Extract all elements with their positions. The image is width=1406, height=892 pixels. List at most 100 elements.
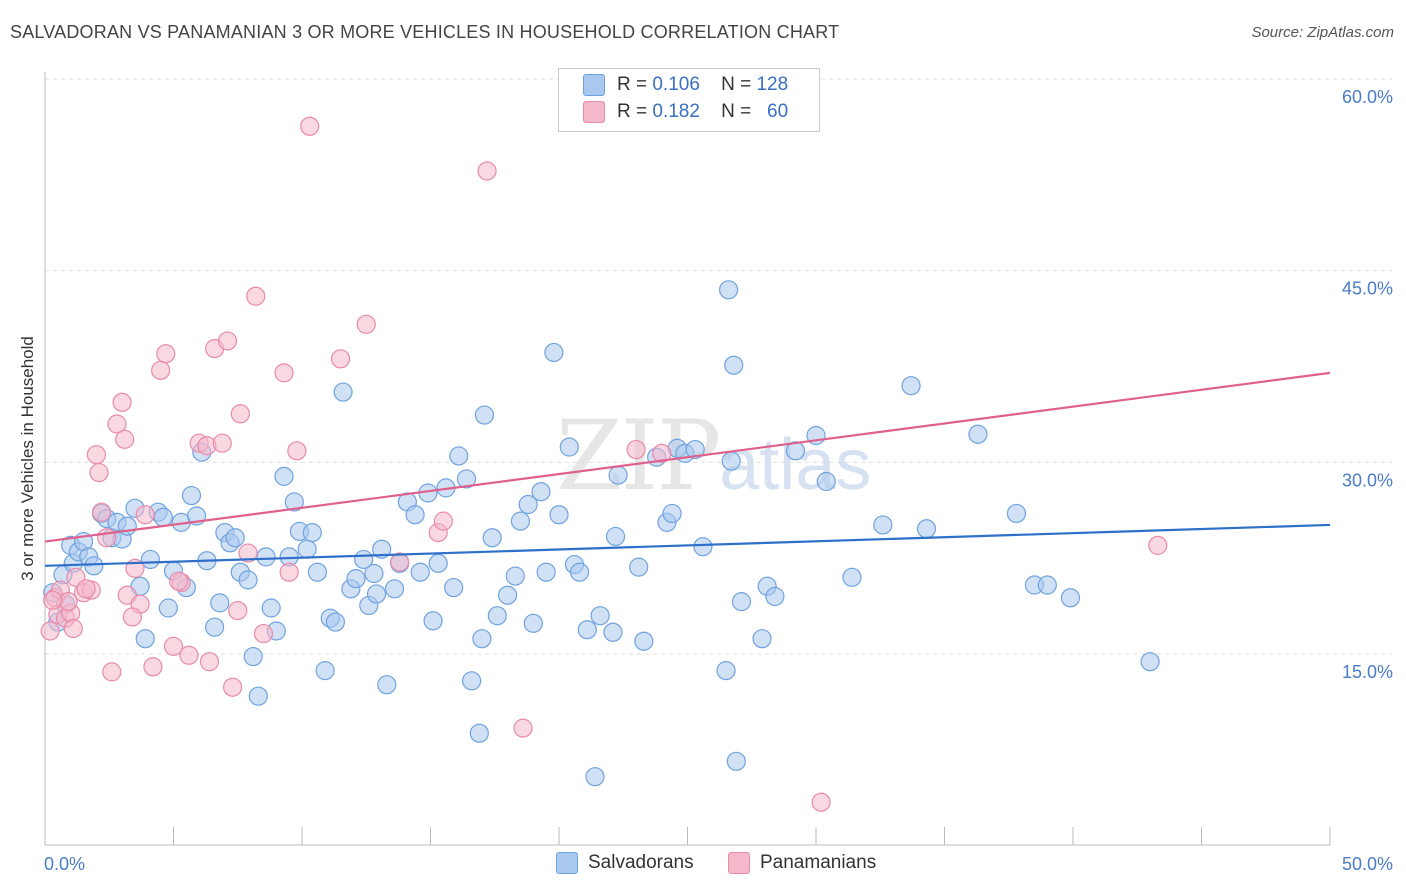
data-point bbox=[811, 792, 831, 812]
data-point bbox=[274, 363, 294, 383]
data-point bbox=[205, 617, 225, 637]
data-point bbox=[140, 549, 160, 570]
data-point bbox=[84, 556, 104, 576]
data-point bbox=[693, 537, 713, 557]
stats-legend: R = 0.106 N = 128 R = 0.182 N = 60 bbox=[558, 68, 820, 132]
legend-n-label: N = bbox=[721, 101, 752, 123]
data-point bbox=[433, 511, 453, 531]
data-point bbox=[179, 645, 199, 665]
data-point bbox=[518, 494, 538, 515]
y-tick-label: 15.0% bbox=[1342, 662, 1393, 682]
data-point bbox=[300, 116, 320, 136]
data-point bbox=[225, 528, 245, 548]
data-point bbox=[603, 622, 623, 642]
data-point bbox=[246, 286, 266, 306]
data-point bbox=[513, 718, 533, 738]
data-point bbox=[212, 433, 232, 453]
data-point bbox=[536, 562, 556, 582]
data-point bbox=[816, 471, 836, 492]
data-point bbox=[135, 505, 155, 525]
data-point bbox=[366, 584, 387, 604]
data-point bbox=[372, 539, 392, 559]
data-point bbox=[752, 629, 772, 649]
data-point bbox=[726, 751, 746, 771]
x-tick-label: 0.0% bbox=[44, 854, 85, 874]
legend-row-panamanians: R = 0.182 N = 60 bbox=[583, 101, 788, 127]
data-point bbox=[228, 600, 248, 621]
data-point bbox=[444, 577, 464, 598]
data-point bbox=[1140, 652, 1160, 672]
y-tick-label: 45.0% bbox=[1342, 279, 1393, 299]
data-point bbox=[122, 607, 142, 627]
data-point bbox=[842, 567, 862, 587]
y-axis-label: 3 or more Vehicles in Household bbox=[18, 336, 37, 581]
bottom-legend-label: Panamanians bbox=[760, 852, 877, 874]
data-point bbox=[199, 652, 220, 672]
data-point bbox=[135, 629, 155, 649]
data-point bbox=[456, 469, 477, 489]
data-point bbox=[719, 280, 739, 300]
data-point bbox=[115, 429, 135, 449]
data-point bbox=[474, 405, 495, 425]
data-point bbox=[261, 598, 281, 618]
data-point bbox=[549, 505, 569, 525]
data-point bbox=[210, 593, 230, 613]
legend-r-label: R = bbox=[617, 74, 648, 96]
data-point bbox=[731, 592, 752, 612]
x-tick-label: 50.0% bbox=[1342, 854, 1393, 874]
bottom-legend-panamanians: Panamanians bbox=[728, 852, 876, 874]
data-point bbox=[287, 441, 307, 461]
chart-title: SALVADORAN VS PANAMANIAN 3 OR MORE VEHIC… bbox=[10, 22, 840, 42]
data-point bbox=[230, 404, 250, 424]
legend-r-label: R = bbox=[617, 101, 648, 123]
data-point bbox=[410, 562, 430, 582]
trend-line bbox=[44, 371, 1331, 543]
data-point bbox=[662, 503, 682, 524]
data-point bbox=[330, 349, 351, 369]
data-point bbox=[652, 443, 672, 463]
data-point bbox=[968, 424, 988, 444]
bottom-legend-salvadorans: Salvadorans bbox=[556, 852, 694, 874]
data-point bbox=[274, 466, 294, 486]
legend-swatch-pink bbox=[583, 101, 605, 123]
data-point bbox=[531, 482, 551, 502]
data-point bbox=[217, 331, 238, 351]
data-point bbox=[107, 414, 127, 434]
data-point bbox=[63, 618, 83, 639]
data-point bbox=[487, 606, 507, 626]
data-point bbox=[634, 631, 654, 651]
data-point bbox=[449, 446, 469, 466]
data-point bbox=[377, 675, 397, 695]
data-point bbox=[469, 723, 489, 743]
data-point bbox=[253, 623, 274, 644]
source-label: Source: ZipAtlas.com bbox=[1251, 24, 1394, 41]
bottom-legend-label: Salvadorans bbox=[588, 852, 694, 874]
data-point bbox=[248, 686, 268, 706]
data-point bbox=[356, 314, 376, 334]
data-point bbox=[716, 661, 736, 681]
data-point bbox=[169, 571, 189, 591]
data-point bbox=[482, 528, 502, 548]
data-point bbox=[585, 767, 605, 787]
axis-labels: 15.0% 30.0% 45.0% 60.0% 0.0% 50.0% 3 or more V… bbox=[18, 87, 1393, 874]
data-point bbox=[243, 646, 263, 667]
data-point bbox=[472, 629, 492, 649]
legend-n-label: N = bbox=[721, 74, 752, 96]
data-point bbox=[605, 526, 626, 547]
data-point bbox=[238, 543, 258, 563]
axes bbox=[44, 72, 1331, 846]
data-point bbox=[153, 507, 173, 527]
data-point bbox=[112, 392, 132, 412]
watermark-atlas: atlas bbox=[719, 425, 872, 505]
data-point bbox=[477, 161, 497, 181]
data-point bbox=[1060, 588, 1081, 608]
data-point bbox=[916, 519, 937, 539]
data-point bbox=[102, 662, 122, 682]
data-point bbox=[256, 547, 276, 567]
data-point bbox=[297, 539, 317, 559]
data-point bbox=[765, 586, 785, 607]
legend-n-value: 128 bbox=[756, 74, 789, 96]
data-point bbox=[223, 677, 243, 697]
data-point bbox=[498, 585, 518, 605]
